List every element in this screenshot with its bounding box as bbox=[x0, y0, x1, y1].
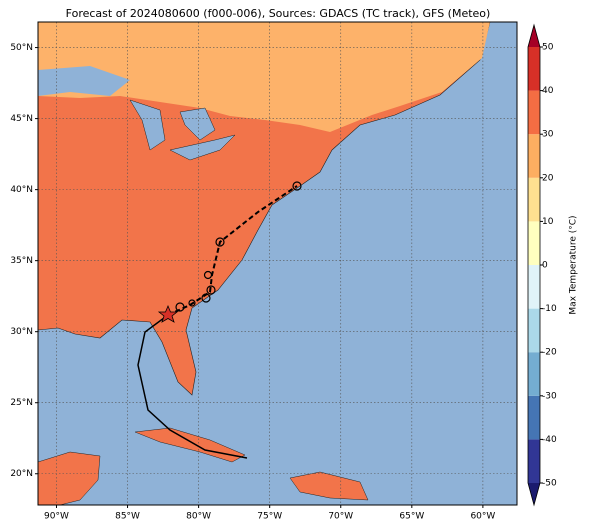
colorbar-tick-label: 20 bbox=[542, 173, 554, 183]
lat-tick-label: 45°N bbox=[10, 114, 33, 124]
lat-tick-label: 50°N bbox=[10, 43, 33, 53]
lon-tick-label: 85°W bbox=[115, 512, 140, 522]
lon-tick-label: 65°W bbox=[399, 512, 424, 522]
colorbar-tick-label: -30 bbox=[542, 391, 557, 401]
colorbar-band bbox=[528, 439, 540, 483]
colorbar-tick-label: 30 bbox=[542, 130, 554, 140]
lat-tick-label: 25°N bbox=[10, 398, 33, 408]
colorbar-tick-label: 0 bbox=[542, 261, 548, 271]
lon-tick-label: 75°W bbox=[257, 512, 282, 522]
colorbar-band bbox=[528, 90, 540, 135]
lon-tick-label: 60°W bbox=[470, 512, 495, 522]
lat-tick-label: 40°N bbox=[10, 185, 33, 195]
map-area bbox=[38, 22, 517, 505]
great-lakes bbox=[129, 99, 236, 161]
lon-tick-label: 70°W bbox=[328, 512, 353, 522]
lat-tick-label: 35°N bbox=[10, 256, 33, 266]
colorbar-tick-label: 50 bbox=[542, 43, 554, 53]
hispaniola bbox=[289, 471, 369, 501]
cuba bbox=[134, 427, 246, 463]
lon-tick-label: 90°W bbox=[44, 512, 69, 522]
tc-markers bbox=[175, 181, 302, 312]
colorbar-over bbox=[528, 25, 540, 47]
colorbar-band bbox=[528, 308, 540, 353]
map-title: Forecast of 2024080600 (f000-006), Sourc… bbox=[66, 7, 491, 20]
lon-tick-label: 80°W bbox=[186, 512, 211, 522]
lat-tick-label: 20°N bbox=[10, 469, 33, 479]
land-north bbox=[38, 22, 490, 132]
colorbar-tick-label: 40 bbox=[542, 86, 554, 96]
tc-start-star bbox=[157, 304, 179, 323]
colorbar-label: Max Temperature (°C) bbox=[569, 215, 579, 314]
colorbar-band bbox=[528, 47, 540, 91]
colorbar-tick-label: -10 bbox=[542, 304, 557, 314]
colorbar-tick-label: -50 bbox=[542, 479, 557, 489]
colorbar-under bbox=[528, 483, 540, 505]
colorbar-band bbox=[528, 265, 540, 309]
colorbar-tick-label: -40 bbox=[542, 435, 557, 445]
colorbar-band bbox=[528, 221, 540, 265]
tc-track-past bbox=[137, 314, 248, 459]
hudson bbox=[38, 66, 130, 96]
colorbar-band bbox=[528, 395, 540, 440]
colorbar-tick-label: 10 bbox=[542, 217, 554, 227]
colorbar-tick-label: -20 bbox=[542, 348, 557, 358]
colorbar-band bbox=[528, 352, 540, 396]
colorbar-band bbox=[528, 134, 540, 178]
map-frame bbox=[37, 21, 518, 506]
lat-tick-label: 30°N bbox=[10, 327, 33, 337]
yucatan bbox=[38, 451, 101, 505]
colorbar-band bbox=[528, 177, 540, 222]
